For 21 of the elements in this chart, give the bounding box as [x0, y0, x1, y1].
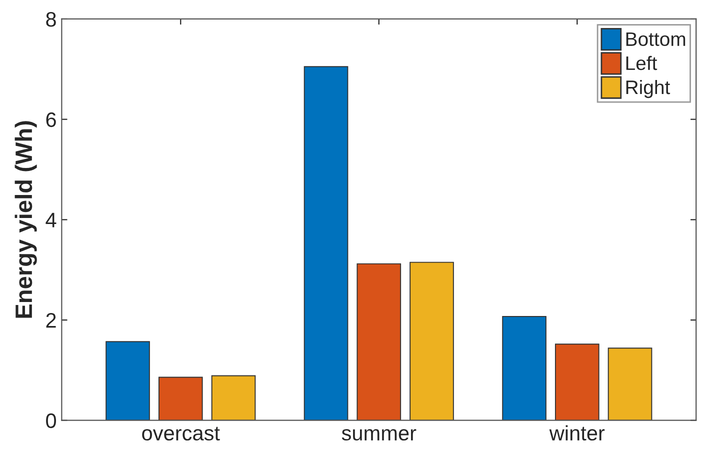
x-tick-label: summer [342, 429, 416, 441]
legend-label: Left [626, 56, 658, 70]
y-tick-label: 0 [46, 413, 56, 428]
bar [356, 263, 402, 420]
y-tick-label: 2 [46, 313, 56, 328]
bar [502, 316, 546, 420]
legend-label: Right [626, 80, 670, 98]
bar [304, 66, 348, 420]
bar [106, 341, 150, 420]
legend-label: Bottom [626, 32, 686, 46]
y-tick-label: 4 [46, 212, 56, 228]
bar [211, 375, 256, 420]
y-axis-title: Energy yield (Wh) [14, 121, 37, 318]
x-tick-label: overcast [142, 426, 220, 441]
bar [554, 344, 600, 420]
bar [158, 376, 203, 420]
x-tick-label: winter [549, 425, 605, 441]
y-tick-label: 6 [46, 112, 56, 128]
bar [608, 348, 652, 420]
y-tick-label: 8 [46, 12, 56, 27]
bar [410, 262, 454, 420]
